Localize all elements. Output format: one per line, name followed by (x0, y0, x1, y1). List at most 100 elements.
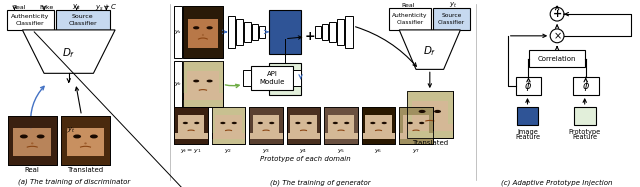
Bar (407, 131, 452, 138)
Bar (61, 156, 110, 165)
Polygon shape (22, 30, 115, 73)
Bar (287, 107, 320, 144)
Text: $y_t=y_1$: $y_t=y_1$ (180, 147, 202, 155)
Bar (516, 107, 538, 125)
Ellipse shape (207, 80, 212, 82)
Bar (61, 116, 67, 165)
Bar (287, 107, 320, 115)
Ellipse shape (193, 80, 199, 82)
Ellipse shape (90, 134, 98, 138)
Text: Classifier: Classifier (16, 21, 45, 25)
Ellipse shape (408, 122, 413, 124)
Text: API: API (266, 71, 277, 77)
Bar (174, 107, 208, 115)
Bar (316, 26, 321, 38)
Bar (250, 107, 283, 115)
Bar (174, 6, 182, 58)
Text: (c) Adaptive Prototype Injection: (c) Adaptive Prototype Injection (501, 180, 613, 186)
Text: $D_f$: $D_f$ (62, 46, 76, 59)
Text: Module: Module (259, 79, 285, 85)
Bar (212, 107, 215, 133)
Bar (183, 6, 223, 58)
Text: Classifier: Classifier (397, 19, 424, 24)
Bar (183, 100, 223, 107)
Text: $y_2$: $y_2$ (225, 147, 233, 155)
Bar (287, 107, 320, 144)
Bar (574, 107, 596, 125)
Text: $y_5$: $y_5$ (337, 147, 345, 155)
Bar (355, 107, 358, 133)
Ellipse shape (84, 142, 87, 144)
Bar (61, 116, 110, 165)
Ellipse shape (269, 122, 275, 124)
Bar (174, 107, 208, 144)
Bar (183, 6, 223, 58)
Ellipse shape (295, 122, 300, 124)
Bar (183, 62, 223, 71)
Text: $y_s$: $y_s$ (174, 28, 182, 36)
Bar (269, 10, 301, 54)
Bar (529, 50, 585, 67)
Bar (218, 6, 223, 58)
Bar (324, 107, 328, 133)
Text: Classifier: Classifier (68, 21, 97, 25)
Text: $\phi$: $\phi$ (582, 79, 589, 93)
Text: $y_6$: $y_6$ (374, 147, 383, 155)
Text: Image: Image (517, 128, 538, 134)
Text: $y_s$: $y_s$ (72, 3, 81, 12)
Text: Fake: Fake (39, 5, 53, 10)
Text: (b) The training of generator: (b) The training of generator (270, 180, 371, 186)
Bar (516, 77, 541, 95)
Text: Classifier: Classifier (438, 19, 465, 24)
Ellipse shape (194, 122, 199, 124)
Bar (433, 8, 470, 30)
Bar (205, 107, 208, 133)
Bar (250, 107, 283, 144)
Bar (8, 116, 57, 128)
Circle shape (550, 7, 564, 21)
Bar (236, 19, 243, 45)
Bar (362, 107, 396, 144)
Bar (244, 22, 252, 42)
Bar (212, 107, 245, 115)
Circle shape (550, 29, 564, 43)
Bar (324, 107, 358, 115)
Bar (183, 6, 223, 58)
Bar (324, 107, 358, 144)
Bar (448, 91, 452, 124)
Text: +: + (552, 9, 562, 19)
Bar (317, 107, 320, 133)
Text: $\times$: $\times$ (553, 31, 561, 41)
Ellipse shape (434, 110, 441, 113)
Text: Feature: Feature (572, 134, 597, 140)
Text: $y_4$: $y_4$ (300, 147, 308, 155)
Ellipse shape (36, 134, 45, 138)
Text: $y_s+C$: $y_s+C$ (95, 3, 118, 13)
Text: Prototype: Prototype (568, 128, 601, 134)
Bar (324, 139, 358, 144)
Bar (212, 107, 245, 144)
Text: Authenticity: Authenticity (392, 13, 428, 18)
Bar (104, 116, 110, 165)
Ellipse shape (202, 34, 204, 36)
Bar (362, 107, 396, 115)
Text: Real: Real (25, 167, 40, 173)
Bar (287, 139, 320, 144)
Bar (242, 107, 245, 133)
Text: $y_3$: $y_3$ (262, 147, 270, 155)
Bar (228, 16, 236, 48)
Bar (8, 116, 13, 165)
Text: (a) The training of discriminator: (a) The training of discriminator (17, 179, 130, 185)
Ellipse shape (344, 122, 349, 124)
Bar (174, 62, 182, 107)
Text: $y_t$: $y_t$ (67, 126, 75, 135)
Ellipse shape (220, 122, 225, 124)
Bar (407, 91, 412, 124)
Bar (259, 26, 265, 38)
Bar (407, 91, 452, 138)
Text: $\phi$: $\phi$ (524, 79, 532, 93)
Bar (51, 116, 57, 165)
Ellipse shape (419, 122, 424, 124)
Polygon shape (399, 30, 460, 69)
Bar (250, 107, 253, 133)
